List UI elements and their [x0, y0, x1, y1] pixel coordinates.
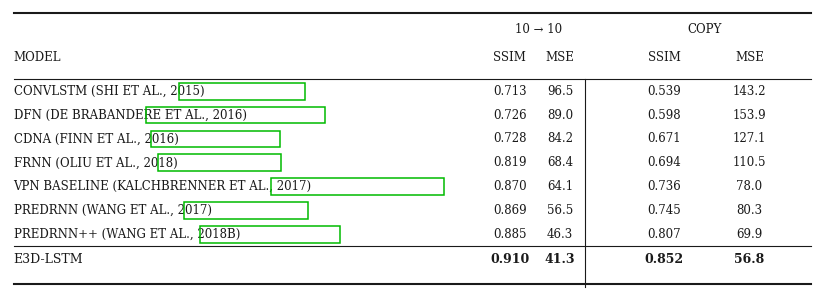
Text: MSE: MSE — [546, 51, 574, 64]
Text: DFN (DE BRABANDERE ET AL., 2016): DFN (DE BRABANDERE ET AL., 2016) — [14, 109, 246, 122]
Text: CONVLSTM (SHI ET AL., 2015): CONVLSTM (SHI ET AL., 2015) — [14, 85, 204, 98]
Text: 153.9: 153.9 — [733, 109, 766, 122]
Text: 0.671: 0.671 — [647, 132, 681, 146]
Text: 89.0: 89.0 — [547, 109, 573, 122]
Text: 0.694: 0.694 — [647, 156, 681, 169]
Text: 143.2: 143.2 — [733, 85, 766, 98]
Text: FRNN (OLIU ET AL., 2018): FRNN (OLIU ET AL., 2018) — [14, 156, 177, 169]
Text: 10 → 10: 10 → 10 — [516, 23, 562, 36]
Text: SSIM: SSIM — [493, 51, 526, 64]
Text: 127.1: 127.1 — [733, 132, 766, 146]
Text: COPY: COPY — [688, 23, 722, 36]
Bar — [146, 107, 325, 123]
Text: MODEL: MODEL — [14, 51, 61, 64]
Text: 56.8: 56.8 — [734, 253, 765, 266]
Text: SSIM: SSIM — [648, 51, 681, 64]
Text: 0.713: 0.713 — [493, 85, 526, 98]
Text: 0.852: 0.852 — [645, 253, 684, 266]
Text: 69.9: 69.9 — [736, 228, 763, 241]
Text: 46.3: 46.3 — [547, 228, 573, 241]
Text: MSE: MSE — [735, 51, 764, 64]
Text: 80.3: 80.3 — [737, 204, 763, 217]
Text: 0.736: 0.736 — [647, 180, 681, 193]
Text: 0.745: 0.745 — [647, 204, 681, 217]
Text: 0.539: 0.539 — [647, 85, 681, 98]
Text: 0.870: 0.870 — [493, 180, 526, 193]
Text: E3D-LSTM: E3D-LSTM — [14, 253, 83, 266]
Bar — [157, 155, 282, 171]
Text: 68.4: 68.4 — [547, 156, 573, 169]
Bar — [179, 83, 304, 100]
Text: 0.807: 0.807 — [647, 228, 681, 241]
Text: 0.910: 0.910 — [490, 253, 530, 266]
Text: 0.726: 0.726 — [493, 109, 526, 122]
Text: 64.1: 64.1 — [547, 180, 573, 193]
Bar — [184, 202, 308, 219]
Text: 56.5: 56.5 — [547, 204, 573, 217]
Bar — [151, 131, 280, 147]
Text: 0.885: 0.885 — [493, 228, 526, 241]
Text: 84.2: 84.2 — [547, 132, 573, 146]
Text: 78.0: 78.0 — [737, 180, 763, 193]
Text: 0.598: 0.598 — [647, 109, 681, 122]
Text: 0.819: 0.819 — [493, 156, 526, 169]
Text: 0.728: 0.728 — [493, 132, 526, 146]
Text: 0.869: 0.869 — [493, 204, 526, 217]
Bar — [200, 226, 339, 243]
Text: 41.3: 41.3 — [545, 253, 575, 266]
Text: VPN BASELINE (KALCHBRENNER ET AL., 2017): VPN BASELINE (KALCHBRENNER ET AL., 2017) — [14, 180, 312, 193]
Text: CDNA (FINN ET AL., 2016): CDNA (FINN ET AL., 2016) — [14, 132, 179, 146]
Bar — [272, 178, 444, 195]
Text: 96.5: 96.5 — [547, 85, 573, 98]
Text: PREDRNN++ (WANG ET AL., 2018B): PREDRNN++ (WANG ET AL., 2018B) — [14, 228, 240, 241]
Text: 110.5: 110.5 — [733, 156, 766, 169]
Text: PREDRNN (WANG ET AL., 2017): PREDRNN (WANG ET AL., 2017) — [14, 204, 211, 217]
